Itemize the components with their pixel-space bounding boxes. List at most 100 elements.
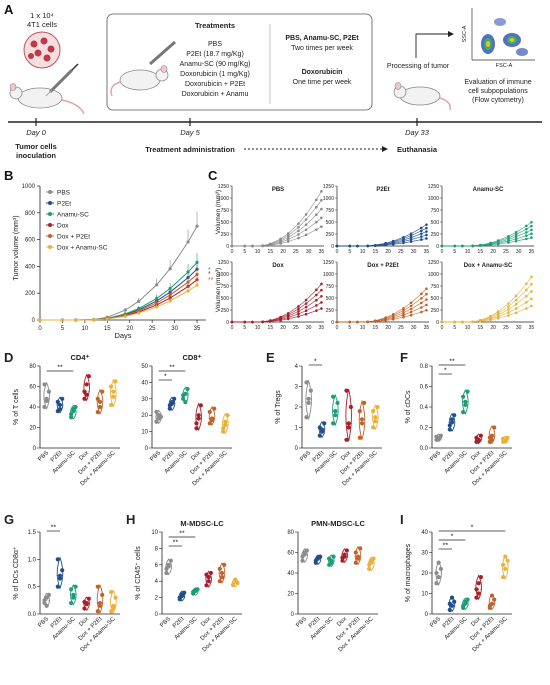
b-point	[123, 308, 127, 312]
violin-point	[300, 554, 305, 559]
b-legend-label-3: Dox	[57, 223, 69, 230]
b-xtick-label: 5	[61, 326, 65, 332]
violin-ytick-label: 40	[29, 405, 36, 411]
violin-point	[315, 555, 321, 560]
c-ytick-label: 500	[221, 220, 230, 226]
violin-group-label: Dox	[200, 616, 212, 628]
violin-point	[474, 595, 479, 600]
c-ytick-label: 750	[326, 208, 335, 214]
event-inoculation-1: Tumor cells	[15, 142, 57, 151]
violin-point	[212, 406, 217, 411]
violin-point	[306, 396, 311, 401]
c-ytick-label: 1250	[323, 184, 334, 190]
c-point	[304, 228, 308, 232]
violin-point	[447, 423, 452, 428]
c-point	[530, 228, 533, 232]
violin-point	[208, 570, 213, 576]
violin-point	[373, 415, 378, 420]
violin-ytick-label: 0.0	[28, 612, 37, 618]
b-ytick-label: 800	[25, 211, 36, 217]
panel-c-ylabel-bottom: Volumen (mm³)	[215, 268, 222, 312]
c-point	[420, 235, 423, 238]
violin-point	[209, 418, 215, 423]
violin-point	[95, 396, 100, 401]
violin-point	[69, 600, 74, 606]
c-xtick-label: 0	[336, 325, 339, 331]
violin-group-label: PBS	[37, 616, 50, 629]
c-point	[496, 239, 500, 242]
b-xtick-label: 25	[149, 326, 156, 332]
violin-shape	[475, 574, 482, 601]
c-point	[356, 320, 359, 324]
violin-point	[461, 603, 466, 608]
panel-b-lines: ****	[38, 211, 214, 322]
violin-point	[84, 392, 89, 397]
violin-point	[185, 386, 190, 392]
violin-ytick-label: 1	[295, 426, 299, 432]
violin-point	[207, 409, 212, 415]
violin-point	[344, 437, 349, 442]
violin-ytick-label: 1.0	[28, 557, 37, 563]
c-ytick-label: 0	[436, 244, 439, 250]
violin-panel-title: PMN-MDSC-LC	[311, 519, 365, 528]
violin-ytick-label: 40	[141, 380, 148, 386]
violin-point	[46, 389, 51, 394]
violin-point	[344, 548, 349, 553]
c-point	[315, 228, 318, 231]
c-mouse-line	[337, 224, 427, 247]
flow-cytometry-plot	[471, 8, 535, 61]
cells-count: 1 x 10⁴	[30, 11, 54, 20]
c-point	[425, 308, 428, 312]
violin-ytick-label: 30	[141, 397, 148, 403]
violin-point	[463, 399, 468, 404]
c-ytick-label: 1000	[323, 196, 334, 202]
violin-point	[434, 570, 439, 576]
c-point	[304, 223, 308, 226]
violin-point	[154, 409, 159, 415]
violin-point	[235, 580, 240, 585]
c-point	[286, 311, 290, 315]
violin-point	[300, 558, 305, 563]
c-point	[320, 225, 323, 228]
treatment-5: Doxorubicin + P2Et	[185, 81, 245, 88]
violin-ytick-label: 0	[33, 446, 37, 452]
c-mouse-line	[337, 288, 427, 323]
c-ytick-label: 0	[226, 320, 229, 326]
c-xtick-label: 15	[373, 249, 379, 255]
c-point	[425, 226, 428, 230]
cell-culture-icon	[23, 31, 61, 69]
violin-point	[223, 419, 228, 424]
violin-ytick-label: 50	[141, 364, 148, 370]
c-point	[320, 307, 323, 310]
violin-point	[308, 388, 313, 393]
violin-point	[95, 410, 100, 415]
violin-shape	[70, 404, 77, 420]
c-point	[315, 309, 318, 312]
treatment-4: Doxorubicin (1 mg/Kg)	[180, 71, 250, 78]
violin-point	[447, 607, 452, 613]
c-xtick-label: 0	[336, 249, 339, 255]
c-ytick-label: 750	[431, 208, 440, 214]
violin-point	[231, 582, 236, 587]
significance-stars: *	[164, 374, 167, 381]
c-xtick-label: 35	[319, 249, 325, 255]
violin-shape	[345, 388, 352, 442]
c-point	[335, 320, 339, 324]
c-xtick-label: 25	[398, 325, 404, 331]
c-point	[425, 298, 428, 301]
violin-point	[371, 409, 376, 414]
violin-group-label: Dox	[78, 616, 90, 628]
violin-point	[111, 606, 116, 611]
c-point	[402, 313, 405, 317]
c-point	[279, 315, 282, 319]
c-point	[315, 198, 318, 202]
c-xtick-label: 25	[398, 249, 404, 255]
violin-point	[179, 592, 185, 597]
violin-panel-title: M-MDSC-LC	[180, 519, 224, 528]
violin-point	[57, 402, 63, 408]
violin-point	[489, 593, 495, 598]
b-ytick-label: 200	[25, 291, 36, 297]
violin-ytick-label: 40	[421, 530, 428, 536]
processing-arrow-head	[448, 31, 454, 37]
b-point	[123, 314, 127, 318]
